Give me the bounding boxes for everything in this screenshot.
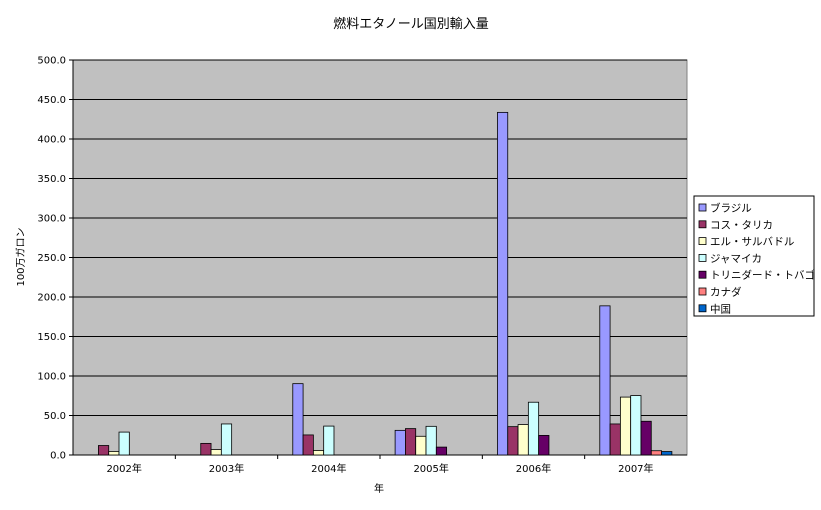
bar — [425, 425, 437, 456]
y-tick-label: 200.0 — [37, 293, 66, 304]
bar — [108, 451, 120, 456]
y-tick-label: 450.0 — [37, 95, 66, 106]
legend-swatch — [698, 270, 707, 279]
bar — [302, 434, 314, 456]
y-tick-label: 50.0 — [44, 411, 66, 422]
bar — [394, 429, 406, 456]
bar — [640, 420, 652, 456]
legend-swatch — [698, 220, 707, 229]
bar — [599, 305, 611, 456]
legend-swatch — [698, 253, 707, 262]
y-tick-label: 500.0 — [37, 56, 66, 67]
bar — [538, 435, 550, 456]
bar — [323, 425, 335, 456]
bar — [312, 450, 325, 456]
chart-title: 燃料エタノール国別輸入量 — [333, 16, 489, 32]
bar — [650, 450, 662, 456]
y-tick-label: 350.0 — [37, 174, 66, 185]
x-tick-label: 2006年 — [516, 462, 551, 475]
y-tick-label: 100.0 — [37, 372, 66, 383]
gridlines — [73, 59, 687, 416]
y-tick-label: 400.0 — [37, 135, 66, 146]
bar — [210, 449, 222, 456]
x-tick-label: 2007年 — [618, 462, 653, 475]
y-tick-label: 150.0 — [37, 332, 66, 343]
bar — [527, 401, 540, 456]
bar — [415, 435, 427, 456]
x-axis-label: 年 — [374, 482, 384, 495]
bar — [517, 424, 529, 456]
y-tick-label: 300.0 — [37, 214, 66, 225]
bars — [98, 111, 673, 456]
bar — [619, 396, 632, 456]
x-tick-label: 2003年 — [209, 462, 244, 475]
legend-label: トリニダード・トバゴ — [710, 269, 815, 282]
bar — [200, 442, 212, 456]
bar — [118, 431, 130, 456]
bar — [630, 395, 642, 456]
legend-swatch — [698, 304, 707, 313]
bar — [220, 423, 233, 456]
bar — [609, 423, 621, 456]
x-tick-label: 2004年 — [311, 462, 346, 475]
legend-label: カナダ — [710, 286, 742, 299]
bar — [405, 428, 417, 456]
legend-label: コス・タリカ — [710, 219, 773, 231]
y-tick-label: 250.0 — [37, 253, 66, 264]
bar — [292, 383, 304, 456]
bar — [661, 451, 673, 456]
y-tick-label: 0.0 — [50, 451, 66, 462]
bar — [497, 111, 509, 456]
x-tick-label: 2002年 — [106, 462, 141, 475]
y-axis-label: 100万ガロン — [15, 227, 27, 286]
legend-box — [693, 195, 815, 317]
bar — [98, 445, 110, 456]
legend-swatch — [698, 203, 707, 212]
legend-label: ブラジル — [710, 202, 752, 215]
x-axis-ticks: 2002年 2003年 2004年 2005年 2006年 2007年 — [106, 455, 654, 475]
legend-label: エル・サルバドル — [710, 236, 794, 248]
legend-swatch — [698, 237, 707, 246]
legend-label: 中国 — [710, 302, 731, 315]
legend-swatch — [698, 287, 707, 296]
bar — [507, 426, 519, 456]
bar — [435, 446, 448, 456]
x-tick-label: 2005年 — [413, 462, 448, 475]
legend-label: ジャマイカ — [710, 253, 762, 265]
